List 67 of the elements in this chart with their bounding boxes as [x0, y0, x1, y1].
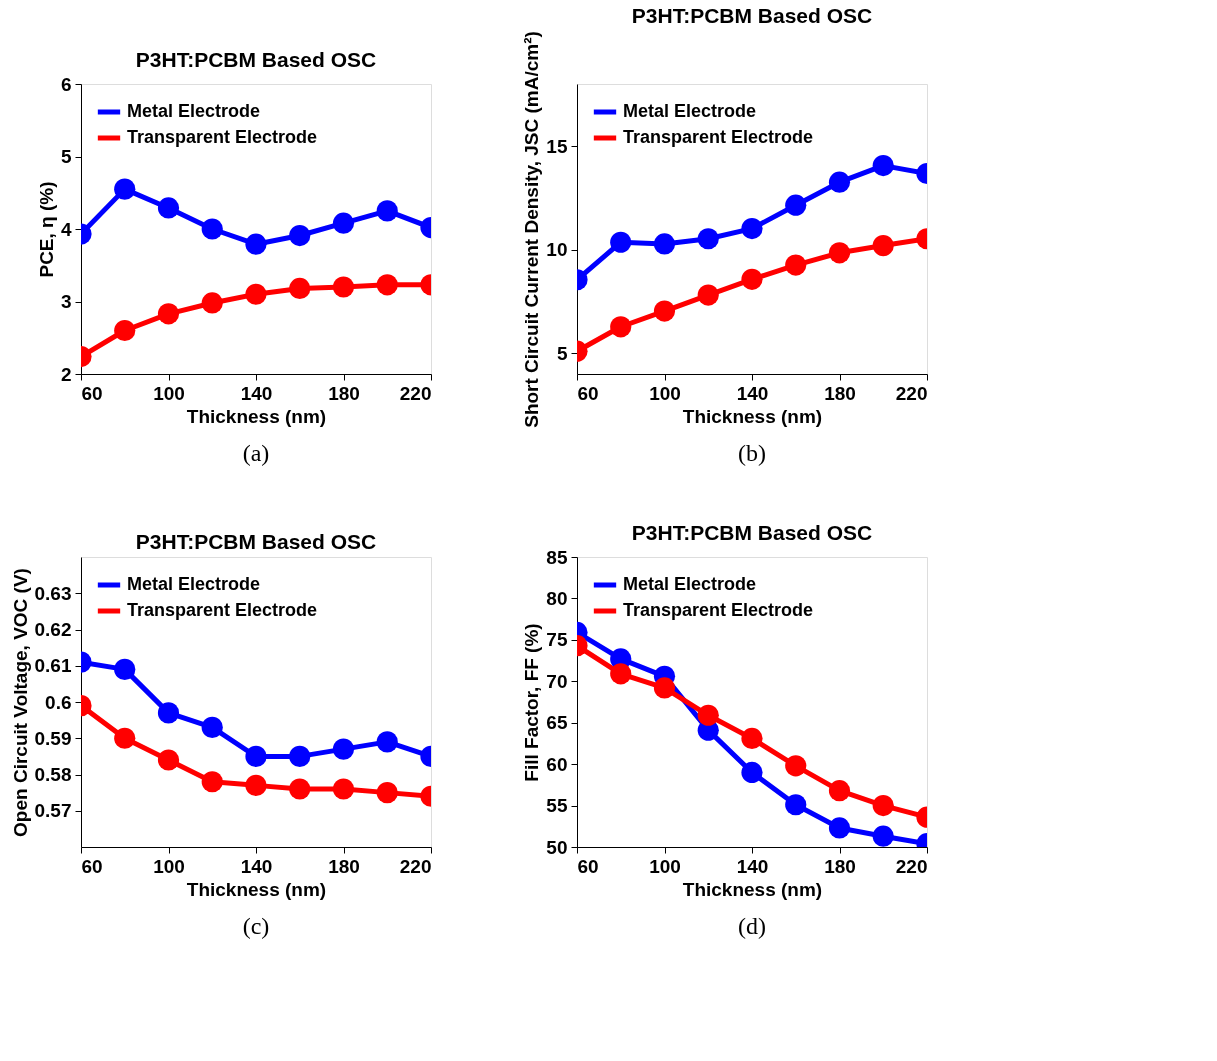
x-tick-label: 180 [328, 855, 360, 877]
y-axis-title: Short Circuit Current Density, JSC (mA/cm²) [521, 31, 543, 428]
y-tick-label: 60 [546, 753, 568, 775]
y-tick-label: 5 [60, 146, 72, 167]
x-tick-label: 180 [824, 382, 856, 404]
x-tick-label: 180 [824, 855, 856, 877]
chart-title: P3HT:PCBM Based OSC [135, 530, 377, 553]
y-tick-label: 80 [546, 587, 568, 609]
chart-title: P3HT:PCBM Based OSC [631, 3, 873, 27]
y-tick-label: 4 [60, 218, 72, 240]
x-tick-label: 220 [399, 382, 432, 404]
legend-label: Metal Electrode [623, 101, 757, 121]
y-tick-label: 50 [546, 836, 568, 858]
x-tick-label: 100 [153, 855, 185, 877]
legend-label: Metal Electrode [623, 574, 757, 594]
x-tick-label: 60 [81, 855, 103, 877]
y-tick-label: 10 [546, 239, 568, 261]
y-tick-label: 5 [556, 342, 568, 364]
y-axis-title: PCE, η (%) [35, 181, 57, 278]
legend-label: Metal Electrode [127, 574, 261, 594]
y-tick-label: 65 [546, 712, 568, 734]
y-tick-label: 85 [546, 546, 568, 568]
x-tick-label: 220 [399, 855, 432, 877]
x-tick-label: 60 [81, 382, 103, 404]
x-tick-label: 60 [577, 855, 599, 877]
y-tick-label: 0.58 [34, 764, 72, 785]
text: (c) [242, 913, 270, 939]
y-tick-label: 0.57 [34, 800, 72, 822]
y-tick-label: 0.62 [34, 619, 72, 640]
chart-title: P3HT:PCBM Based OSC [135, 48, 377, 71]
y-tick-label: 0.59 [34, 727, 72, 749]
legend-label: Transparent Electrode [127, 127, 318, 147]
x-tick-label: 60 [577, 382, 599, 404]
x-tick-label: 220 [895, 855, 928, 877]
x-tick-label: 140 [240, 382, 273, 404]
legend-label: Transparent Electrode [623, 127, 814, 147]
y-tick-label: 55 [546, 795, 568, 817]
y-tick-label: 0.6 [45, 691, 72, 713]
y-tick-label: 2 [60, 363, 72, 385]
y-tick-label: 70 [546, 670, 568, 692]
y-tick-label: 15 [546, 135, 568, 157]
y-tick-label: 3 [60, 291, 72, 312]
x-axis-title: Thickness (nm) [682, 878, 823, 900]
x-tick-label: 220 [895, 382, 928, 404]
chart-title: P3HT:PCBM Based OSC [631, 521, 873, 544]
y-tick-label: 0.61 [34, 655, 72, 677]
x-tick-label: 140 [736, 855, 769, 877]
text: (d) [738, 913, 766, 939]
legend-label: Transparent Electrode [623, 600, 814, 620]
text: (a) [242, 440, 270, 466]
legend-label: Transparent Electrode [127, 600, 318, 620]
y-axis-title: Open Circuit Voltage, VOC (V) [9, 568, 31, 837]
x-tick-label: 100 [649, 855, 681, 877]
y-tick-label: 0.63 [34, 582, 72, 604]
x-axis-title: Thickness (nm) [186, 405, 327, 427]
x-tick-label: 100 [649, 382, 681, 404]
x-axis-title: Thickness (nm) [682, 405, 823, 427]
y-tick-label: 6 [60, 73, 72, 95]
x-tick-label: 180 [328, 382, 360, 404]
x-axis-title: Thickness (nm) [186, 878, 327, 900]
y-axis-title: Fill Factor, FF (%) [521, 623, 543, 782]
text: (b) [738, 440, 766, 466]
x-tick-label: 140 [240, 855, 273, 877]
y-tick-label: 75 [546, 629, 568, 651]
x-tick-label: 140 [736, 382, 769, 404]
legend-label: Metal Electrode [127, 101, 261, 121]
x-tick-label: 100 [153, 382, 185, 404]
